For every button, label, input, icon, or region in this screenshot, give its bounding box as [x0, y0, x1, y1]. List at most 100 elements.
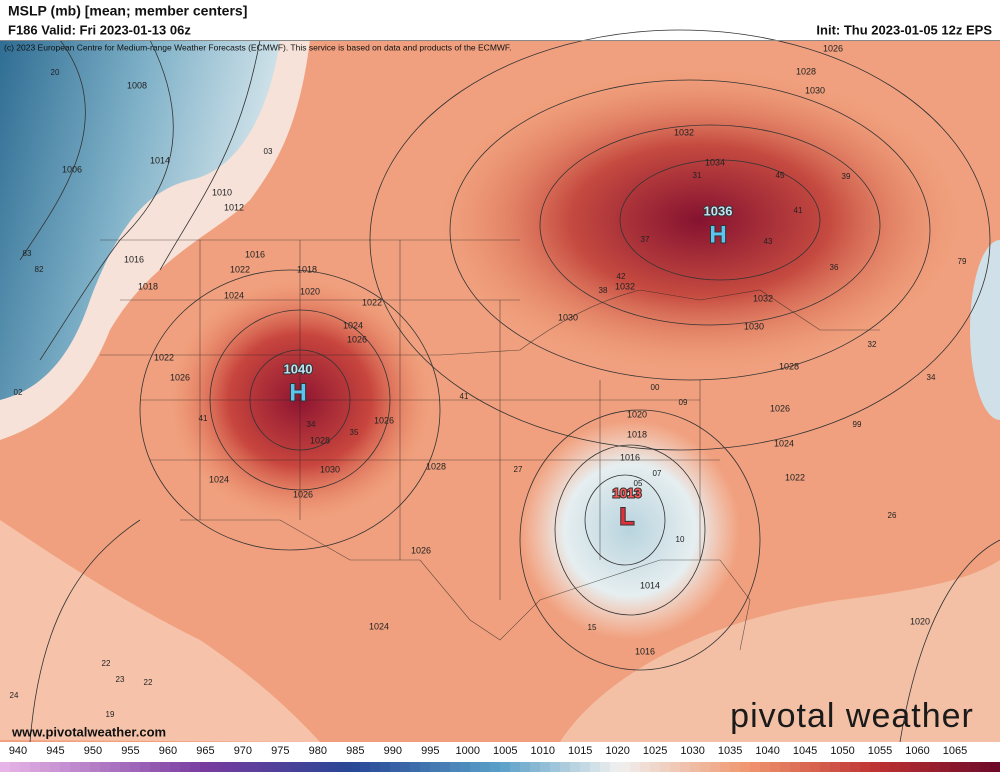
colorbar-cell	[580, 762, 591, 772]
colorbar-cell	[690, 762, 701, 772]
colorbar-cell	[370, 762, 381, 772]
colorbar-cell	[610, 762, 621, 772]
colorbar-cell	[170, 762, 181, 772]
colorbar-cell	[860, 762, 871, 772]
colorbar-cell	[940, 762, 951, 772]
colorbar-cell	[620, 762, 631, 772]
colorbar-label: 955	[121, 745, 139, 757]
member-label: 79	[958, 257, 967, 266]
member-label: 10	[676, 535, 685, 544]
colorbar-cell	[480, 762, 491, 772]
isobar-label: 1032	[674, 127, 694, 137]
colorbar-label: 980	[309, 745, 327, 757]
isobar-label: 1030	[558, 312, 578, 322]
colorbar-cell	[750, 762, 761, 772]
isobar-label: 1026	[823, 43, 843, 53]
colorbar-cell	[140, 762, 151, 772]
colorbar-cell	[120, 762, 131, 772]
colorbar-label: 1050	[830, 745, 854, 757]
member-label: 43	[764, 237, 773, 246]
colorbar-label: 1010	[530, 745, 554, 757]
colorbar-cell	[10, 762, 21, 772]
colorbar-cell	[320, 762, 331, 772]
colorbar-cell	[200, 762, 211, 772]
colorbar-cell	[970, 762, 981, 772]
colorbar-label: 1035	[718, 745, 742, 757]
member-label: 45	[776, 171, 785, 180]
isobar-label: 1024	[224, 290, 244, 300]
member-label: 41	[794, 206, 803, 215]
colorbar-cell	[450, 762, 461, 772]
member-label: 42	[617, 272, 626, 281]
colorbar-cell	[720, 762, 731, 772]
colorbar-cell	[350, 762, 361, 772]
colorbar-cell	[980, 762, 991, 772]
member-label: 39	[842, 172, 851, 181]
isobar-label: 1018	[627, 429, 647, 439]
colorbar-cell	[700, 762, 711, 772]
colorbar-cell	[80, 762, 91, 772]
colorbar-cell	[730, 762, 741, 772]
colorbar-cell	[0, 762, 11, 772]
colorbar-label: 950	[84, 745, 102, 757]
colorbar-cell	[470, 762, 481, 772]
colorbar-cell	[160, 762, 171, 772]
isobar-label: 1030	[744, 321, 764, 331]
isobar-label: 1014	[640, 580, 660, 590]
isobar-label: 1026	[293, 489, 313, 499]
website: www.pivotalweather.com	[11, 724, 166, 739]
valid-time: F186 Valid: Fri 2023-01-13 06z	[8, 22, 191, 37]
colorbar-label: 975	[271, 745, 289, 757]
colorbar-cell	[810, 762, 821, 772]
isobar-label: 1012	[224, 202, 244, 212]
isobar-label: 1024	[774, 438, 794, 448]
isobar-label: 1016	[635, 646, 655, 656]
low-pressure-area	[970, 240, 1000, 420]
title: MSLP (mb) [mean; member centers]	[8, 3, 247, 19]
colorbar-label: 1055	[868, 745, 892, 757]
colorbar-cell	[220, 762, 231, 772]
member-label: 23	[116, 675, 125, 684]
colorbar-cell	[930, 762, 941, 772]
colorbar-cell	[550, 762, 561, 772]
isobar-label: 1028	[426, 461, 446, 471]
member-label: 09	[679, 398, 688, 407]
colorbar-cell	[340, 762, 351, 772]
center-letter: H	[289, 379, 306, 406]
member-label: 38	[599, 286, 608, 295]
isobar-label: 1008	[127, 80, 147, 90]
member-label: 26	[888, 511, 897, 520]
member-label: 31	[693, 171, 702, 180]
isobar-label: 1032	[615, 281, 635, 291]
colorbar-label: 1025	[643, 745, 667, 757]
colorbar-cell	[710, 762, 721, 772]
colorbar-label: 1040	[755, 745, 779, 757]
colorbar-cell	[880, 762, 891, 772]
init-time: Init: Thu 2023-01-05 12z EPS	[816, 22, 992, 37]
colorbar-cell	[230, 762, 241, 772]
isobar-label: 1016	[620, 452, 640, 462]
colorbar-cell	[770, 762, 781, 772]
member-label: 24	[10, 691, 19, 700]
member-label: 15	[588, 623, 597, 632]
colorbar-cell	[570, 762, 581, 772]
member-label: 19	[106, 710, 115, 719]
colorbar-cell	[500, 762, 511, 772]
colorbar-cell	[950, 762, 961, 772]
member-label: 37	[641, 235, 650, 244]
colorbar-cell	[800, 762, 811, 772]
colorbar-cell	[30, 762, 41, 772]
member-label: 36	[830, 263, 839, 272]
colorbar-label: 965	[196, 745, 214, 757]
colorbar-cell	[70, 762, 81, 772]
colorbar-cell	[60, 762, 71, 772]
isobar-label: 1006	[62, 164, 82, 174]
colorbar-cell	[660, 762, 671, 772]
colorbar-cell	[410, 762, 421, 772]
colorbar-cell	[280, 762, 291, 772]
colorbar-cell	[870, 762, 881, 772]
colorbar-cell	[110, 762, 121, 772]
member-label: 03	[264, 147, 273, 156]
member-label: 41	[460, 392, 469, 401]
colorbar-cell	[130, 762, 141, 772]
